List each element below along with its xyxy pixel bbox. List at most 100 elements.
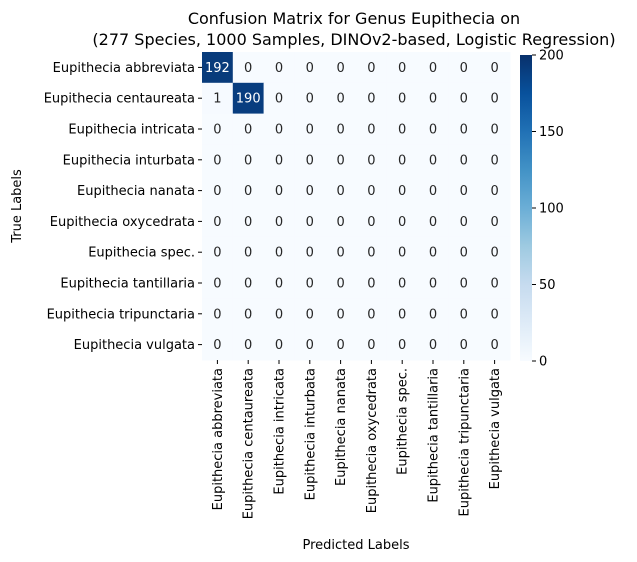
- heatmap-cell: [232, 113, 265, 145]
- heatmap-cell: [417, 236, 449, 269]
- heatmap-cell-value: 0: [275, 61, 283, 76]
- heatmap-cell-value: 0: [244, 338, 252, 353]
- heatmap-cell: [417, 175, 449, 207]
- heatmap-cell: [325, 206, 357, 238]
- heatmap-cell: [325, 52, 357, 84]
- heatmap-cell-value: 0: [213, 277, 221, 292]
- heatmap-cell-value: 0: [429, 338, 437, 353]
- heatmap-cell: [263, 113, 295, 145]
- y-tick-label: Eupithecia abbreviata: [53, 61, 195, 76]
- heatmap-cell: [263, 206, 295, 238]
- heatmap-cell-value: 0: [367, 277, 375, 292]
- heatmap-cell-value: 0: [429, 92, 437, 107]
- heatmap-cell: [294, 329, 326, 361]
- heatmap-cell-value: 0: [460, 184, 468, 199]
- heatmap-cell-value: 0: [490, 61, 498, 76]
- heatmap-cell-value: 0: [306, 61, 314, 76]
- heatmap-cell: [232, 206, 265, 238]
- colorbar-tick-label: 200: [539, 49, 564, 64]
- heatmap-cell: [479, 298, 511, 330]
- heatmap-cell: [325, 298, 357, 330]
- heatmap-cell: [479, 206, 511, 238]
- heatmap-cell-value: 0: [336, 61, 344, 76]
- heatmap-cell-value: 0: [429, 123, 437, 138]
- y-tick-label: Eupithecia oxycedrata: [50, 215, 195, 230]
- heatmap-cell: [448, 82, 480, 115]
- heatmap-cell: [232, 52, 265, 84]
- heatmap-cell-value: 0: [336, 338, 344, 353]
- heatmap-cell-value: 0: [367, 92, 375, 107]
- heatmap-cell-value: 0: [336, 184, 344, 199]
- heatmap-cell-value: 0: [460, 246, 468, 261]
- heatmap-cell-value: 0: [490, 307, 498, 322]
- heatmap-cell-value: 0: [244, 61, 252, 76]
- x-tick-label: Eupithecia intricata: [273, 368, 288, 495]
- heatmap-cell: [294, 236, 326, 269]
- heatmap-cell-value: 0: [336, 277, 344, 292]
- x-tick-label: Eupithecia centaureata: [242, 368, 257, 519]
- y-tick-label: Eupithecia intricata: [68, 123, 195, 138]
- heatmap-cell: [356, 82, 388, 115]
- heatmap-cell-value: 0: [336, 153, 344, 168]
- heatmap-cell-value: 0: [336, 123, 344, 138]
- heatmap-cell: [386, 236, 419, 269]
- heatmap-cell: [448, 144, 480, 176]
- heatmap-cell: [386, 267, 419, 299]
- heatmap-cell-value: 0: [398, 92, 406, 107]
- heatmap-cell: [386, 298, 419, 330]
- heatmap-cell: [356, 329, 388, 361]
- heatmap-cell-value: 0: [275, 184, 283, 199]
- heatmap-cell: [386, 175, 419, 207]
- heatmap-cell-value: 0: [306, 153, 314, 168]
- heatmap-cell-value: 0: [429, 246, 437, 261]
- heatmap-cell: [386, 329, 419, 361]
- heatmap-cell-value: 0: [429, 307, 437, 322]
- heatmap-cell-value: 0: [275, 153, 283, 168]
- heatmap-cell: [417, 144, 449, 176]
- heatmap-cell: [356, 236, 388, 269]
- y-tick-label: Eupithecia spec.: [88, 246, 195, 261]
- heatmap-cell: [356, 144, 388, 176]
- heatmap-cell-value: 0: [460, 153, 468, 168]
- y-tick-label: Eupithecia inturbata: [63, 153, 195, 168]
- heatmap-cell: [325, 82, 357, 115]
- heatmap-cell: [479, 175, 511, 207]
- heatmap-cell-value: 1: [213, 92, 221, 107]
- colorbar-tick-label: 100: [539, 202, 564, 217]
- heatmap-cell: [356, 113, 388, 145]
- heatmap-cell-value: 0: [213, 184, 221, 199]
- y-tick-label: Eupithecia vulgata: [74, 338, 195, 353]
- heatmap-cell: [325, 144, 357, 176]
- heatmap-cell: [356, 298, 388, 330]
- heatmap-cell-value: 0: [460, 92, 468, 107]
- heatmap-cell: [263, 175, 295, 207]
- heatmap-cell: [294, 52, 326, 84]
- y-tick-label: Eupithecia nanata: [77, 184, 195, 199]
- heatmap-cell: [356, 175, 388, 207]
- colorbar-gradient: [520, 55, 532, 361]
- heatmap-cell: [202, 298, 234, 330]
- heatmap-cell-value: 0: [490, 123, 498, 138]
- heatmap-cell: [479, 267, 511, 299]
- heatmap-cell: [263, 267, 295, 299]
- heatmap-cell: [417, 298, 449, 330]
- heatmap-cell-value: 0: [367, 307, 375, 322]
- heatmap-cell-value: 0: [336, 246, 344, 261]
- heatmap-cell-value: 0: [275, 246, 283, 261]
- x-tick-label: Eupithecia tantillaria: [427, 368, 442, 503]
- heatmap-cell-value: 0: [490, 246, 498, 261]
- heatmap-cell-value: 0: [398, 277, 406, 292]
- heatmap-cell-value: 0: [306, 215, 314, 230]
- heatmap-cell: [202, 175, 234, 207]
- heatmap-cell-value: 0: [460, 123, 468, 138]
- x-axis-label: Predicted Labels: [302, 538, 409, 553]
- heatmap-cell: [294, 82, 326, 115]
- y-tick-label: Eupithecia tantillaria: [60, 277, 195, 292]
- heatmap-cell-value: 0: [213, 338, 221, 353]
- heatmap-cell: [232, 236, 265, 269]
- heatmap-cell: [356, 267, 388, 299]
- x-tick-label: Eupithecia abbreviata: [211, 368, 226, 510]
- heatmap-cell: [417, 113, 449, 145]
- heatmap-cell: [202, 267, 234, 299]
